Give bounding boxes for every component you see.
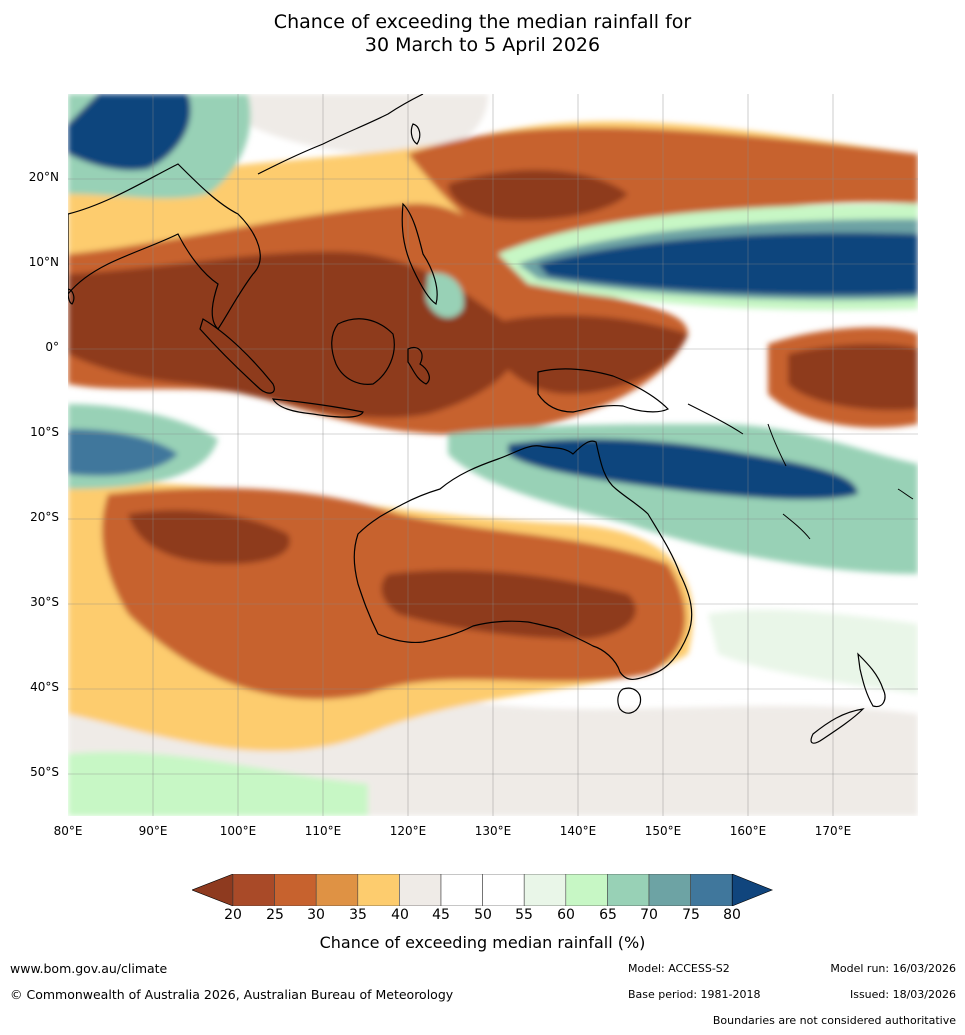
lat-label-10n: 10°N	[28, 255, 59, 269]
lon-label-120e: 120°E	[389, 824, 427, 838]
wet-patch-southern-ocean	[68, 751, 368, 816]
fiji-coastline	[897, 488, 914, 500]
colorbar-tick-35: 35	[349, 907, 367, 923]
base-period: Base period: 1981-2018	[628, 988, 761, 1001]
vanuatu-coastline	[767, 423, 787, 467]
boundaries-disclaimer: Boundaries are not considered authoritat…	[712, 1014, 956, 1027]
colorbar-box-50-55	[482, 873, 525, 907]
lat-label-50s: 50°S	[30, 765, 59, 779]
colorbar-tick-50: 50	[474, 907, 492, 923]
colorbar-box-20-25	[232, 873, 275, 907]
colorbar-box-40-45	[399, 873, 442, 907]
model-name: Model: ACCESS-S2	[628, 962, 730, 975]
lon-label-90e: 90°E	[138, 824, 168, 838]
wet-core-coral-sea	[508, 438, 858, 500]
dry-core-equatorial-pacific	[788, 344, 918, 411]
colorbar	[191, 873, 774, 910]
tasmania-coastline	[617, 687, 642, 714]
colorbar-tick-75: 75	[682, 907, 700, 923]
island-coastlines	[687, 403, 914, 540]
colorbar-tick-80: 80	[723, 907, 741, 923]
borneo-coastline	[331, 318, 395, 385]
wet-core-indian-ocean	[68, 429, 178, 476]
colorbar-tick-25: 25	[266, 907, 284, 923]
colorbar-tick-30: 30	[307, 907, 325, 923]
graticule	[68, 94, 918, 816]
lon-label-140e: 140°E	[559, 824, 597, 838]
sri-lanka-coastline	[68, 288, 75, 305]
lat-label-20n: 20°N	[28, 170, 59, 184]
wet-patch-tasman	[708, 609, 918, 694]
colorbar-box-25-30	[274, 873, 317, 907]
colorbar-tick-40: 40	[391, 907, 409, 923]
lat-label-20s: 20°S	[30, 510, 59, 524]
new-caledonia-coastline	[782, 513, 811, 540]
new-zealand-south-coastline	[810, 708, 865, 744]
lon-label-130e: 130°E	[474, 824, 512, 838]
lon-label-150e: 150°E	[644, 824, 682, 838]
wet-core-southeast-asia	[68, 94, 191, 171]
model-run-date: Model run: 16/03/2026	[830, 962, 956, 975]
colorbar-box-30-35	[315, 873, 359, 907]
dry-core-indonesia	[68, 251, 519, 418]
colorbar-box-65-70	[607, 873, 650, 907]
new-zealand-north-coastline	[857, 652, 886, 708]
lon-label-100e: 100°E	[219, 824, 257, 838]
lat-label-0: 0°	[45, 340, 59, 354]
colorbar-box-75-80	[690, 873, 733, 907]
colorbar-tick-60: 60	[557, 907, 575, 923]
southeast-asia-coastline	[68, 163, 261, 330]
new-guinea-coastline	[537, 368, 670, 413]
colorbar-arrow-below-20	[191, 873, 234, 907]
colorbar-label: Chance of exceeding median rainfall (%)	[319, 933, 646, 952]
colorbar-tick-45: 45	[432, 907, 450, 923]
philippines-coastline	[401, 202, 438, 305]
dry-core-indian-ocean	[128, 510, 290, 564]
probability-field	[68, 94, 918, 816]
colorbar-tick-20: 20	[224, 907, 242, 923]
lon-label-110e: 110°E	[304, 824, 342, 838]
map-title-line-2: 30 March to 5 April 2026	[364, 34, 601, 56]
colorbar-box-70-75	[648, 873, 691, 907]
lat-label-10s: 10°S	[30, 425, 59, 439]
lat-label-30s: 30°S	[30, 595, 59, 609]
australia-coastline	[353, 440, 693, 680]
map-title-line-1: Chance of exceeding the median rainfall …	[273, 11, 692, 33]
issued-date: Issued: 18/03/2026	[849, 988, 956, 1001]
website-link[interactable]: www.bom.gov.au/climate	[10, 961, 168, 976]
colorbar-box-60-65	[565, 873, 608, 907]
sumatra-coastline	[199, 318, 275, 394]
lon-label-80e: 80°E	[53, 824, 83, 838]
colorbar-arrow-above-80	[731, 873, 774, 907]
colorbar-tick-70: 70	[640, 907, 658, 923]
colorbar-tick-55: 55	[515, 907, 533, 923]
neutral-patch-north	[198, 94, 488, 156]
china-coastline	[257, 94, 424, 175]
sulawesi-coastline	[407, 346, 430, 385]
java-coastline	[271, 398, 364, 418]
colorbar-box-55-60	[523, 873, 567, 907]
dry-core-south-australia	[381, 570, 636, 639]
lon-label-170e: 170°E	[814, 824, 852, 838]
colorbar-tick-65: 65	[599, 907, 617, 923]
solomon-islands-coastline	[687, 403, 744, 435]
colorbar-box-35-40	[357, 873, 400, 907]
lat-label-40s: 40°S	[30, 680, 59, 694]
lon-label-160e: 160°E	[729, 824, 767, 838]
taiwan-coastline	[410, 123, 421, 145]
rainfall-probability-map	[68, 94, 918, 816]
colorbar-box-45-50	[440, 873, 483, 907]
copyright-text: © Commonwealth of Australia 2026, Austra…	[10, 987, 454, 1002]
coastlines	[68, 94, 886, 744]
